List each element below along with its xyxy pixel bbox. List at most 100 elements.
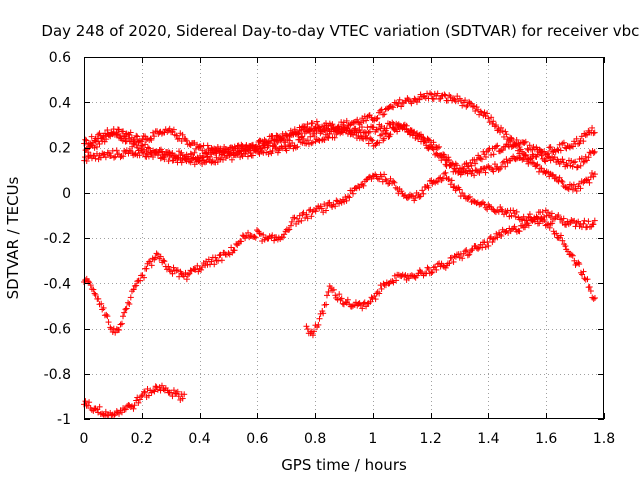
- data-point: [104, 313, 111, 320]
- data-point: [558, 177, 565, 184]
- data-point: [303, 128, 310, 135]
- data-point: [462, 248, 469, 255]
- data-point: [560, 139, 567, 146]
- y-tick-labels: -1 -0.8 -0.6 -0.4 -0.2 0 0.2 0.4 0.6: [44, 50, 71, 428]
- data-point: [157, 253, 164, 260]
- data-point: [269, 147, 276, 154]
- data-point: [208, 258, 215, 265]
- data-point: [118, 320, 125, 327]
- data-point: [468, 162, 475, 169]
- data-point: [580, 220, 587, 227]
- data-point: [378, 123, 385, 130]
- data-point: [464, 252, 471, 259]
- data-point: [481, 109, 488, 116]
- data-point: [585, 218, 592, 225]
- data-point: [472, 108, 479, 115]
- series-track-6: [303, 214, 598, 339]
- data-point: [559, 178, 566, 185]
- data-point: [130, 405, 137, 412]
- data-point: [367, 298, 374, 305]
- data-point: [204, 142, 211, 149]
- data-point: [231, 247, 238, 254]
- data-point: [575, 259, 582, 266]
- data-point: [287, 222, 294, 229]
- data-point: [134, 133, 141, 140]
- data-point: [245, 229, 252, 236]
- data-point: [591, 217, 598, 224]
- data-point: [332, 292, 339, 299]
- data-point: [434, 144, 441, 151]
- data-point: [498, 124, 505, 131]
- data-point: [158, 130, 165, 137]
- data-point: [577, 185, 584, 192]
- data-point: [300, 209, 307, 216]
- data-point: [476, 154, 483, 161]
- data-point: [103, 133, 110, 140]
- data-point: [273, 145, 280, 152]
- data-point: [488, 151, 495, 158]
- data-point: [382, 176, 389, 183]
- data-point: [313, 136, 320, 143]
- data-point: [131, 136, 138, 143]
- data-point: [269, 133, 276, 140]
- data-point: [251, 233, 258, 240]
- data-point: [92, 291, 99, 298]
- data-point: [564, 218, 571, 225]
- data-point: [320, 310, 327, 317]
- data-point: [477, 155, 484, 162]
- data-point: [450, 161, 457, 168]
- data-point: [502, 128, 509, 135]
- data-point: [117, 132, 124, 139]
- data-point: [461, 192, 468, 199]
- data-point: [278, 135, 285, 142]
- data-point: [468, 247, 475, 254]
- x-tick-label: 1.6: [535, 431, 557, 447]
- data-point: [484, 239, 491, 246]
- data-point: [493, 122, 500, 129]
- data-point: [442, 169, 449, 176]
- data-point: [331, 134, 338, 141]
- data-point: [376, 176, 383, 183]
- data-point: [420, 190, 427, 197]
- data-point: [317, 130, 324, 137]
- data-point: [277, 135, 284, 142]
- data-point: [170, 264, 177, 271]
- data-point: [526, 142, 533, 149]
- data-point: [559, 237, 566, 244]
- data-point: [264, 144, 271, 151]
- data-point: [294, 215, 301, 222]
- data-point: [490, 168, 497, 175]
- data-point: [440, 151, 447, 158]
- data-point: [451, 165, 458, 172]
- data-point: [350, 119, 357, 126]
- data-point: [408, 127, 415, 134]
- data-point: [99, 135, 106, 142]
- data-point: [369, 137, 376, 144]
- data-point: [303, 211, 310, 218]
- data-point: [141, 388, 148, 395]
- data-point: [127, 129, 134, 136]
- data-point: [477, 108, 484, 115]
- data-point: [160, 257, 167, 264]
- data-point: [377, 107, 384, 114]
- data-point: [162, 152, 169, 159]
- y-tick-label: 0: [62, 186, 71, 202]
- data-point: [478, 200, 485, 207]
- data-point: [448, 177, 455, 184]
- data-point: [215, 257, 222, 264]
- data-point: [257, 145, 264, 152]
- data-point: [542, 158, 549, 165]
- data-point: [156, 149, 163, 156]
- data-point: [92, 155, 99, 162]
- data-point: [201, 159, 208, 166]
- data-point: [181, 391, 188, 398]
- data-point: [570, 159, 577, 166]
- data-point: [522, 224, 529, 231]
- data-point: [481, 201, 488, 208]
- data-point: [168, 129, 175, 136]
- data-point: [138, 145, 145, 152]
- data-point: [249, 152, 256, 159]
- data-point: [304, 215, 311, 222]
- data-point: [512, 141, 519, 148]
- data-point: [354, 116, 361, 123]
